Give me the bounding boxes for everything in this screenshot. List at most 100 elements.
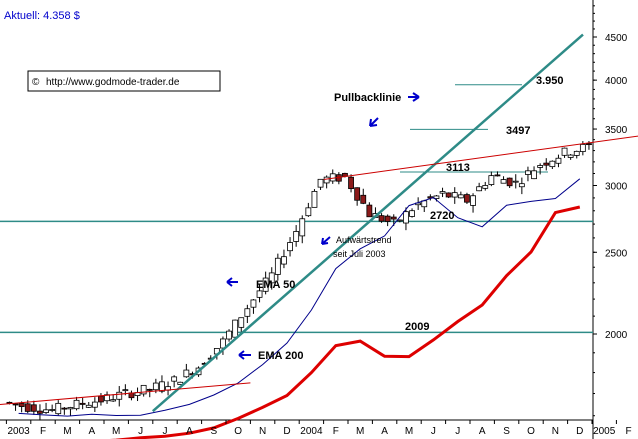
ema200-line <box>109 205 581 439</box>
candle-body <box>506 177 513 187</box>
pullback-label: Pullbacklinie <box>334 92 401 104</box>
candle-body <box>140 384 147 395</box>
candle-body <box>61 407 68 410</box>
channel-line <box>323 135 638 180</box>
candle-body <box>494 174 501 177</box>
level-label-2009: 2009 <box>405 321 429 333</box>
candle-body <box>317 178 324 188</box>
candle-body <box>37 410 43 414</box>
candle-body <box>354 187 361 201</box>
candle-body <box>311 190 318 208</box>
uptrend-since-label: seit Juli 2003 <box>333 249 386 259</box>
current-price: Aktuell: 4.358 $ <box>4 10 80 22</box>
x-tick-label: 2005 <box>593 426 616 437</box>
pullback-arrow-icon <box>408 92 420 102</box>
candle-body <box>79 402 86 405</box>
ema200-arrow-icon <box>238 350 251 360</box>
candle-body <box>299 218 306 237</box>
candle-body <box>232 319 239 338</box>
candles <box>6 141 592 421</box>
candle-body <box>30 404 37 412</box>
uptrend-arrow-icon <box>321 236 331 245</box>
candle-body <box>171 376 178 382</box>
x-tick-label: D <box>283 426 290 437</box>
candle-body <box>396 219 403 222</box>
candle-body <box>73 399 80 410</box>
y-tick-label: 2500 <box>605 248 628 259</box>
candle-body <box>55 402 62 415</box>
candle-body <box>244 308 251 317</box>
candle-body <box>457 194 464 199</box>
candle-body <box>561 147 568 156</box>
x-tick-label: M <box>356 426 364 437</box>
candle-body <box>482 185 489 189</box>
candle-body <box>512 180 519 183</box>
ema50-label: EMA 50 <box>256 279 295 291</box>
candle-body <box>12 403 19 406</box>
candle-body <box>525 170 531 175</box>
candle-body <box>573 150 580 156</box>
candle-body <box>323 176 330 184</box>
candle-body <box>329 173 336 182</box>
candle-body <box>543 162 550 166</box>
candle-body <box>24 403 31 412</box>
x-tick-label: J <box>138 426 143 437</box>
level-label-3950: 3.950 <box>536 75 564 87</box>
ema50-arrow-icon <box>226 277 238 287</box>
x-tick-label: J <box>455 426 460 437</box>
x-tick-label: D <box>576 426 583 437</box>
y-tick-label: 4000 <box>605 76 628 87</box>
candle-body <box>390 216 397 220</box>
candle-body <box>159 381 165 392</box>
candle-body <box>531 170 537 180</box>
candle-body <box>451 192 458 198</box>
price-axis: 2000 2500 3000 3500 4000 4500 <box>593 5 628 417</box>
candle-body <box>256 290 263 298</box>
candle-body <box>274 257 281 275</box>
copyright-symbol: © <box>32 77 40 88</box>
candle-body <box>250 299 257 308</box>
candle-body <box>445 192 452 198</box>
x-tick-label: A <box>88 426 95 437</box>
candle-body <box>281 256 287 265</box>
resistance-arrow-icon <box>369 117 379 127</box>
x-tick-label: O <box>234 426 242 437</box>
candle-body <box>409 210 415 217</box>
x-tick-label: J <box>163 426 168 437</box>
x-tick-label: A <box>381 426 388 437</box>
candle-body <box>226 330 232 340</box>
candle-body <box>238 317 245 328</box>
indicator-lines <box>0 33 638 439</box>
time-axis: D2003FMAMJJASOND2004FMAMJJASOND2005FMAMJ… <box>5 420 632 437</box>
x-tick-label: 2003 <box>7 426 30 437</box>
x-tick-label: J <box>431 426 436 437</box>
candle-body <box>567 154 574 158</box>
candle-body <box>470 195 476 206</box>
candle-body <box>104 394 110 402</box>
candle-body <box>116 391 123 400</box>
candle-body <box>384 215 391 222</box>
candle-body <box>268 272 275 284</box>
candle-body <box>366 204 373 218</box>
candle-body <box>439 191 446 194</box>
candle-body <box>549 160 556 168</box>
candle-body <box>305 207 312 217</box>
x-tick-label: N <box>259 426 266 437</box>
candle-body <box>220 338 226 349</box>
candle-body <box>464 194 470 203</box>
candle-body <box>555 157 562 164</box>
candle-body <box>110 399 117 402</box>
candle-body <box>43 409 49 413</box>
candle-body <box>403 211 409 224</box>
candle-body <box>518 183 525 188</box>
copyright-box <box>27 70 221 92</box>
x-tick-label: F <box>626 426 632 437</box>
x-tick-label: A <box>186 426 193 437</box>
x-tick-label: F <box>333 426 339 437</box>
candle-body <box>579 144 586 152</box>
y-tick-label: 4500 <box>605 33 628 44</box>
uptrend-line <box>151 33 584 413</box>
candle-body <box>122 389 129 392</box>
candle-body <box>421 200 428 208</box>
